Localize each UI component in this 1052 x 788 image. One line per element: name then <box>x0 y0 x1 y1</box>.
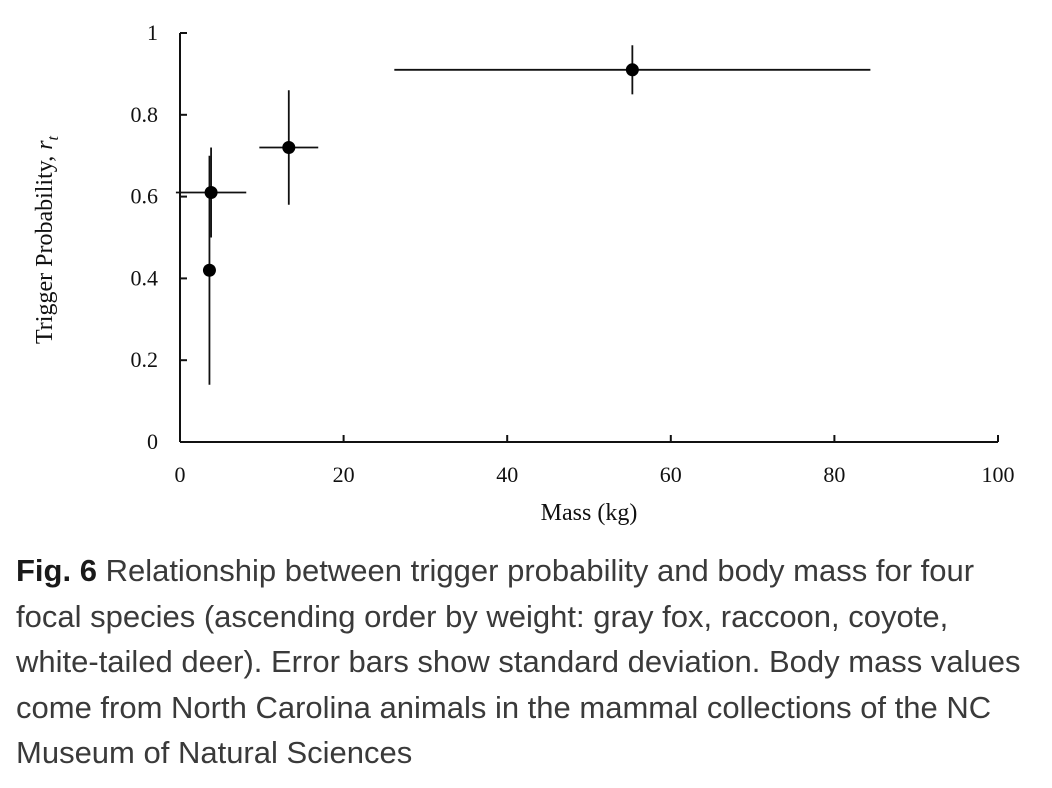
y-axis-title: Trigger Probability, rt <box>32 135 62 344</box>
x-axis-ticks: 0 20 40 60 80 100 <box>175 435 1015 487</box>
x-tick-label: 40 <box>496 462 518 487</box>
x-axis-title: Mass (kg) <box>541 500 638 526</box>
y-axis-title-symbol: r <box>32 140 58 150</box>
error-bars <box>175 45 871 385</box>
x-tick-label: 80 <box>823 462 845 487</box>
data-point <box>202 263 216 277</box>
y-axis-ticks: 0 0.2 0.4 0.6 0.8 1 <box>131 20 187 454</box>
y-tick-label: 0.8 <box>131 102 159 127</box>
chart-area: 0 20 40 60 80 100 0 0.2 0.4 0.6 0.8 1 Mass (kg) Tr… <box>32 20 1015 526</box>
y-tick-label: 0.2 <box>131 347 159 372</box>
caption-text: Relationship between trigger probability… <box>16 553 1021 770</box>
data-point <box>282 141 296 155</box>
y-axis-title-main: Trigger Probability, <box>32 150 58 344</box>
x-tick-label: 0 <box>175 462 186 487</box>
axes <box>179 33 998 443</box>
scatter-chart: 0 20 40 60 80 100 0 0.2 0.4 0.6 0.8 1 Mass (kg) Tr… <box>32 20 1015 526</box>
x-tick-label: 60 <box>660 462 682 487</box>
data-point <box>625 63 639 77</box>
y-tick-label: 0.4 <box>131 265 159 290</box>
x-tick-label: 20 <box>333 462 355 487</box>
y-tick-label: 0.6 <box>131 184 159 209</box>
data-point <box>204 186 218 200</box>
x-tick-label: 100 <box>982 462 1015 487</box>
y-tick-label: 1 <box>147 20 158 45</box>
data-points <box>202 63 639 277</box>
y-axis-title-subscript: t <box>45 135 62 140</box>
y-tick-label: 0 <box>147 429 158 454</box>
figure-label: Fig. 6 <box>16 553 97 588</box>
figure-caption: Fig. 6 Relationship between trigger prob… <box>16 548 1036 776</box>
